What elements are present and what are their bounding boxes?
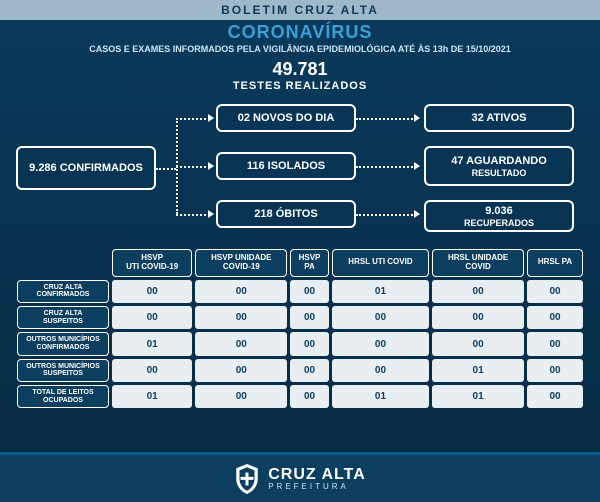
- table-cell: 01: [332, 280, 429, 303]
- confirmed-box: 9.286 CONFIRMADOS: [16, 146, 156, 190]
- arrow-icon: [208, 210, 214, 218]
- table-row: OUTROS MUNICÍPIOSCONFIRMADOS010000000000: [17, 332, 583, 355]
- flow-area: 9.286 CONFIRMADOS 02 NOVOS DO DIA 116 IS…: [16, 98, 584, 238]
- connector: [356, 166, 416, 168]
- connector: [176, 118, 210, 120]
- table-row: OUTROS MUNICÍPIOSSUSPEITOS000000000100: [17, 359, 583, 382]
- table-cell: 00: [195, 359, 287, 382]
- connector: [176, 166, 210, 168]
- table-cell: 00: [332, 332, 429, 355]
- table-cell: 00: [290, 332, 329, 355]
- table-cell: 00: [332, 306, 429, 329]
- mid-box-isolated: 116 ISOLADOS: [216, 152, 356, 180]
- table-cell: 01: [432, 385, 524, 408]
- footer: CRUZ ALTA PREFEITURA: [0, 452, 600, 502]
- table-cell: 00: [527, 306, 583, 329]
- city-title: CRUZ ALTA: [268, 467, 366, 483]
- table-cell: 00: [195, 332, 287, 355]
- table-cell: 00: [112, 359, 192, 382]
- subtitle: CASOS E EXAMES INFORMADOS PELA VIGILÂNCI…: [0, 44, 600, 54]
- table-cell: 00: [332, 359, 429, 382]
- col-head: HRSL UTI COVID: [332, 249, 429, 277]
- city-subtitle: PREFEITURA: [268, 483, 366, 491]
- city-name: CRUZ ALTA PREFEITURA: [268, 467, 366, 491]
- mid-box-deaths: 218 ÓBITOS: [216, 200, 356, 228]
- col-head: HSVPUTI COVID-19: [112, 249, 192, 277]
- arrow-icon: [414, 162, 420, 170]
- bulletin-root: BOLETIM CRUZ ALTA CORONAVÍRUS CASOS E EX…: [0, 0, 600, 502]
- mid-box-new-cases: 02 NOVOS DO DIA: [216, 104, 356, 132]
- table-corner: [17, 249, 109, 277]
- table-cell: 01: [332, 385, 429, 408]
- tests-box: 49.781 TESTES REALIZADOS: [170, 59, 430, 92]
- right-box-awaiting: 47 AGUARDANDORESULTADO: [424, 146, 574, 186]
- table-row: CRUZ ALTASUSPEITOS000000000000: [17, 306, 583, 329]
- table-cell: 00: [432, 280, 524, 303]
- connector: [176, 214, 210, 216]
- tests-number: 49.781: [170, 59, 430, 80]
- city-crest-icon: [234, 464, 260, 494]
- arrow-icon: [414, 114, 420, 122]
- col-head: HSVPPA: [290, 249, 329, 277]
- row-head: TOTAL DE LEITOSOCUPADOS: [17, 385, 109, 408]
- arrow-icon: [414, 210, 420, 218]
- table-cell: 00: [527, 280, 583, 303]
- table-cell: 00: [527, 359, 583, 382]
- table-cell: 00: [527, 332, 583, 355]
- table-cell: 00: [112, 306, 192, 329]
- arrow-icon: [208, 114, 214, 122]
- connector: [156, 168, 176, 170]
- row-head: CRUZ ALTACONFIRMADOS: [17, 280, 109, 303]
- hospital-table: HSVPUTI COVID-19 HSVP UNIDADECOVID-19 HS…: [14, 246, 586, 411]
- arrow-icon: [208, 162, 214, 170]
- row-head: CRUZ ALTASUSPEITOS: [17, 306, 109, 329]
- table-cell: 00: [527, 385, 583, 408]
- table-cell: 00: [290, 280, 329, 303]
- table-row: TOTAL DE LEITOSOCUPADOS010000010100: [17, 385, 583, 408]
- confirmed-label: 9.286 CONFIRMADOS: [29, 162, 143, 174]
- right-box-recovered: 9.036RECUPERADOS: [424, 200, 574, 232]
- table-cell: 00: [112, 280, 192, 303]
- table-cell: 00: [195, 280, 287, 303]
- col-head: HSVP UNIDADECOVID-19: [195, 249, 287, 277]
- table-cell: 01: [112, 332, 192, 355]
- header-banner: BOLETIM CRUZ ALTA: [0, 0, 600, 20]
- table-cell: 00: [195, 306, 287, 329]
- table-cell: 01: [112, 385, 192, 408]
- right-box-active: 32 ATIVOS: [424, 104, 574, 132]
- table-cell: 00: [290, 306, 329, 329]
- title: CORONAVÍRUS: [0, 22, 600, 43]
- row-head: OUTROS MUNICÍPIOSSUSPEITOS: [17, 359, 109, 382]
- table-row: CRUZ ALTACONFIRMADOS000000010000: [17, 280, 583, 303]
- table-cell: 00: [432, 332, 524, 355]
- table-cell: 01: [432, 359, 524, 382]
- col-head: HRSL UNIDADECOVID: [432, 249, 524, 277]
- table-cell: 00: [290, 359, 329, 382]
- table-cell: 00: [432, 306, 524, 329]
- tests-label: TESTES REALIZADOS: [170, 80, 430, 92]
- table-cell: 00: [290, 385, 329, 408]
- col-head: HRSL PA: [527, 249, 583, 277]
- connector: [356, 118, 416, 120]
- row-head: OUTROS MUNICÍPIOSCONFIRMADOS: [17, 332, 109, 355]
- table-cell: 00: [195, 385, 287, 408]
- connector: [356, 214, 416, 216]
